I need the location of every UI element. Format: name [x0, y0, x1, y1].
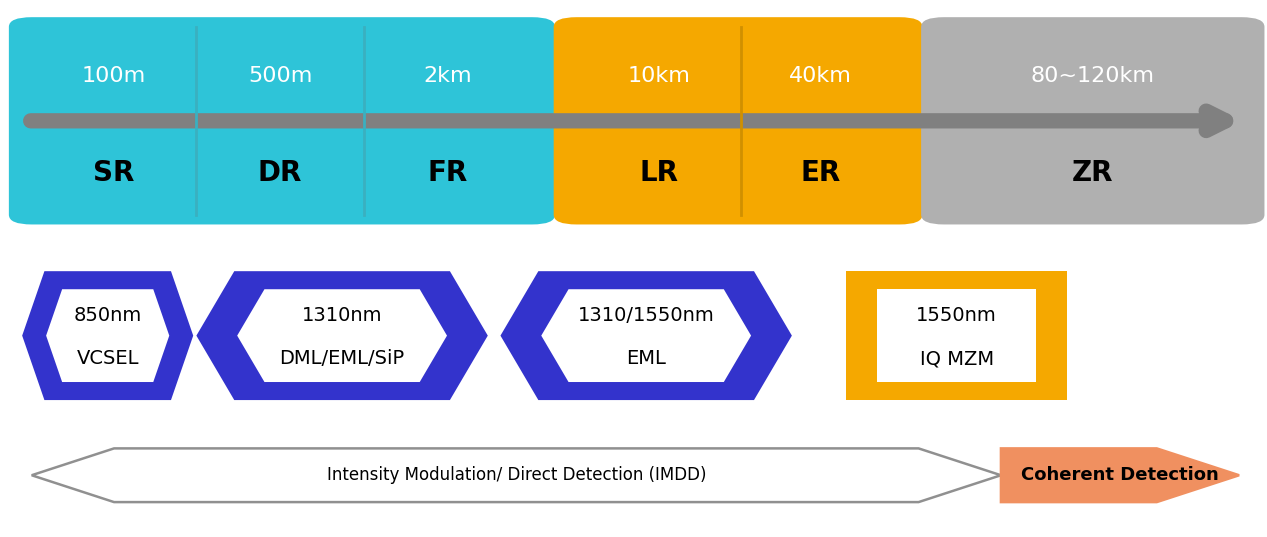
Polygon shape — [23, 271, 194, 400]
Text: 2km: 2km — [423, 66, 473, 86]
Text: Intensity Modulation/ Direct Detection (IMDD): Intensity Modulation/ Direct Detection (… — [327, 466, 706, 484]
Polygon shape — [196, 271, 488, 400]
Polygon shape — [500, 271, 792, 400]
Text: 1550nm: 1550nm — [916, 306, 997, 324]
FancyBboxPatch shape — [554, 17, 922, 224]
Text: DML/EML/SiP: DML/EML/SiP — [280, 350, 404, 368]
Text: 40km: 40km — [789, 66, 851, 86]
Text: 500m: 500m — [248, 66, 312, 86]
Text: LR: LR — [640, 159, 678, 187]
Text: 850nm: 850nm — [73, 306, 142, 324]
Text: 80~120km: 80~120km — [1031, 66, 1154, 86]
FancyBboxPatch shape — [9, 17, 555, 224]
FancyBboxPatch shape — [846, 271, 1067, 400]
FancyBboxPatch shape — [921, 17, 1264, 224]
Text: 1310/1550nm: 1310/1550nm — [578, 306, 715, 324]
Text: 1310nm: 1310nm — [302, 306, 383, 324]
Text: FR: FR — [428, 159, 468, 187]
Polygon shape — [541, 289, 751, 382]
Polygon shape — [46, 289, 170, 382]
Text: Coherent Detection: Coherent Detection — [1021, 466, 1219, 484]
Text: ER: ER — [801, 159, 840, 187]
Text: 10km: 10km — [627, 66, 691, 86]
Text: ZR: ZR — [1072, 159, 1114, 187]
Text: EML: EML — [626, 350, 666, 368]
Text: 100m: 100m — [82, 66, 146, 86]
FancyBboxPatch shape — [877, 289, 1036, 382]
Text: VCSEL: VCSEL — [76, 350, 139, 368]
Polygon shape — [237, 289, 447, 382]
Text: IQ MZM: IQ MZM — [920, 350, 993, 368]
Polygon shape — [32, 448, 1001, 502]
Text: DR: DR — [257, 159, 303, 187]
Text: SR: SR — [94, 159, 134, 187]
Polygon shape — [1001, 448, 1239, 502]
